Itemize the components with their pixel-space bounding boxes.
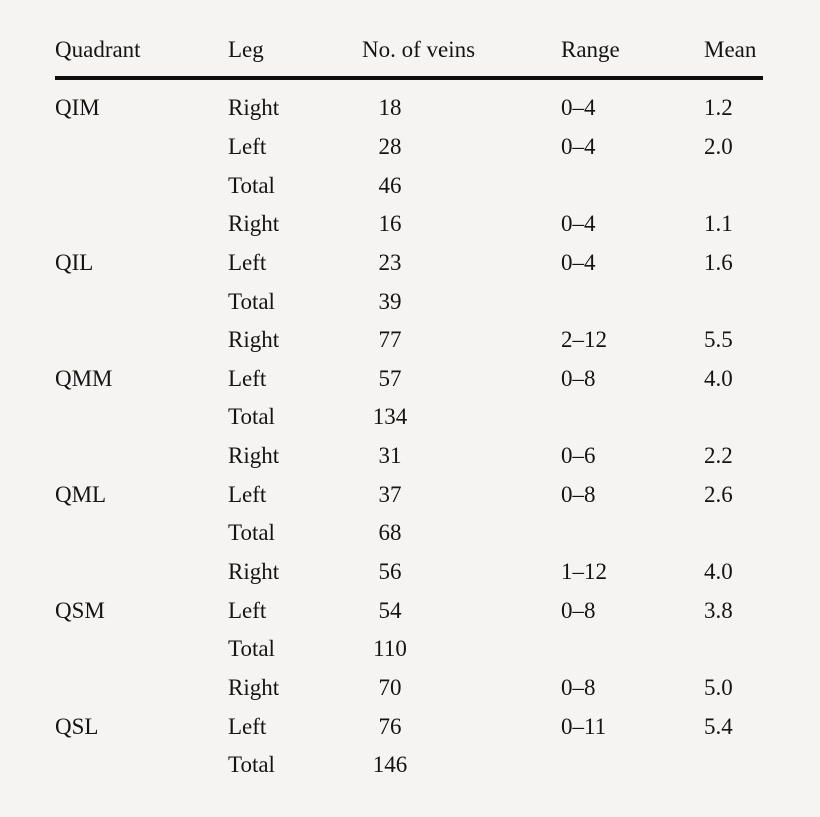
cell-mean: 2.6	[704, 481, 733, 507]
column-header-mean: Mean	[704, 37, 757, 62]
table-row: Right 16 0–4 1.1	[55, 205, 815, 244]
cell-quadrant: QSM	[55, 597, 105, 623]
cell-quadrant: QSL	[55, 713, 99, 739]
table-row: Right 31 0–6 2.2	[55, 437, 815, 476]
cell-mean: 2.2	[704, 443, 733, 469]
cell-mean: 1.2	[704, 95, 733, 121]
header-rule	[55, 76, 763, 80]
cell-range: 0–4	[561, 95, 596, 121]
cell-mean: 1.6	[704, 249, 733, 275]
cell-leg: Right	[228, 674, 280, 700]
cell-mean: 3.8	[704, 597, 733, 623]
table-row: Right 56 1–12 4.0	[55, 553, 815, 592]
cell-veins: 18	[378, 95, 402, 121]
cell-leg: Right	[228, 95, 280, 121]
table-row: Total 110	[55, 630, 815, 669]
table-row: QSM Left 54 0–8 3.8	[55, 591, 815, 630]
cell-range: 0–11	[561, 713, 607, 739]
cell-veins: 68	[378, 520, 402, 546]
cell-veins: 28	[378, 133, 402, 159]
cell-mean: 4.0	[704, 365, 733, 391]
cell-quadrant: QML	[55, 481, 107, 507]
cell-leg: Left	[228, 365, 267, 391]
table-row: QSL Left 76 0–11 5.4	[55, 707, 815, 746]
cell-leg: Total	[228, 404, 275, 430]
cell-range: 0–4	[561, 249, 596, 275]
cell-leg: Total	[228, 172, 275, 198]
cell-range: 1–12	[561, 559, 607, 584]
table-row: Total 39	[55, 282, 815, 321]
table-row: QML Left 37 0–8 2.6	[55, 475, 815, 514]
cell-mean: 1.1	[704, 211, 733, 237]
table-header-row: Quadrant Leg No. of veins Range Mean	[55, 33, 815, 67]
cell-leg: Left	[228, 249, 267, 275]
cell-leg: Total	[228, 752, 275, 778]
table-row: Right 70 0–8 5.0	[55, 669, 815, 708]
cell-leg: Left	[228, 133, 267, 159]
cell-leg: Right	[228, 327, 280, 353]
cell-range: 0–8	[561, 365, 596, 391]
cell-mean: 5.5	[704, 327, 733, 353]
cell-veins: 70	[378, 674, 402, 700]
cell-quadrant: QMM	[55, 365, 113, 391]
cell-range: 2–12	[561, 327, 607, 353]
table-row: QIL Left 23 0–4 1.6	[55, 244, 815, 283]
column-header-range: Range	[561, 37, 620, 62]
cell-mean: 2.0	[704, 133, 733, 159]
cell-range: 0–8	[561, 674, 596, 700]
cell-veins: 56	[378, 559, 402, 584]
cell-leg: Total	[228, 636, 275, 662]
cell-veins: 77	[378, 327, 402, 353]
cell-mean: 5.0	[704, 674, 733, 700]
cell-veins: 146	[372, 752, 408, 778]
cell-veins: 39	[378, 288, 402, 314]
table-row: Total 68	[55, 514, 815, 553]
cell-leg: Left	[228, 713, 267, 739]
table-row: Right 77 2–12 5.5	[55, 321, 815, 360]
table-body: QIM Right 18 0–4 1.2 Left 28 0–4 2.0 Total 46 Right…	[55, 89, 815, 785]
cell-veins: 37	[378, 481, 402, 507]
cell-veins: 54	[378, 597, 402, 623]
table-row: Total 134	[55, 398, 815, 437]
table-row: Total 146	[55, 746, 815, 785]
cell-leg: Left	[228, 481, 267, 507]
cell-mean: 4.0	[704, 559, 733, 584]
table-row: Left 28 0–4 2.0	[55, 128, 815, 167]
cell-veins: 23	[378, 249, 402, 275]
column-header-no-of-veins: No. of veins	[362, 37, 476, 62]
cell-leg: Right	[228, 443, 280, 469]
cell-range: 0–4	[561, 211, 596, 237]
table-row: QIM Right 18 0–4 1.2	[55, 89, 815, 128]
cell-veins: 110	[373, 636, 407, 662]
cell-mean: 5.4	[704, 713, 733, 739]
cell-range: 0–4	[561, 133, 596, 159]
cell-leg: Total	[228, 520, 275, 546]
column-header-quadrant: Quadrant	[55, 37, 141, 62]
cell-veins: 57	[378, 365, 402, 391]
cell-veins: 31	[378, 443, 402, 469]
table-row: Total 46	[55, 166, 815, 205]
table-row: QMM Left 57 0–8 4.0	[55, 359, 815, 398]
column-header-leg: Leg	[228, 37, 264, 62]
cell-range: 0–8	[561, 481, 596, 507]
cell-veins: 16	[378, 211, 402, 237]
cell-leg: Left	[228, 597, 267, 623]
cell-veins: 134	[372, 404, 408, 430]
cell-range: 0–6	[561, 443, 596, 469]
cell-leg: Right	[228, 211, 280, 237]
cell-veins: 46	[378, 172, 402, 198]
cell-range: 0–8	[561, 597, 596, 623]
cell-veins: 76	[378, 713, 402, 739]
cell-leg: Total	[228, 288, 275, 314]
cell-quadrant: QIM	[55, 95, 100, 121]
cell-leg: Right	[228, 559, 280, 584]
cell-quadrant: QIL	[55, 249, 94, 275]
